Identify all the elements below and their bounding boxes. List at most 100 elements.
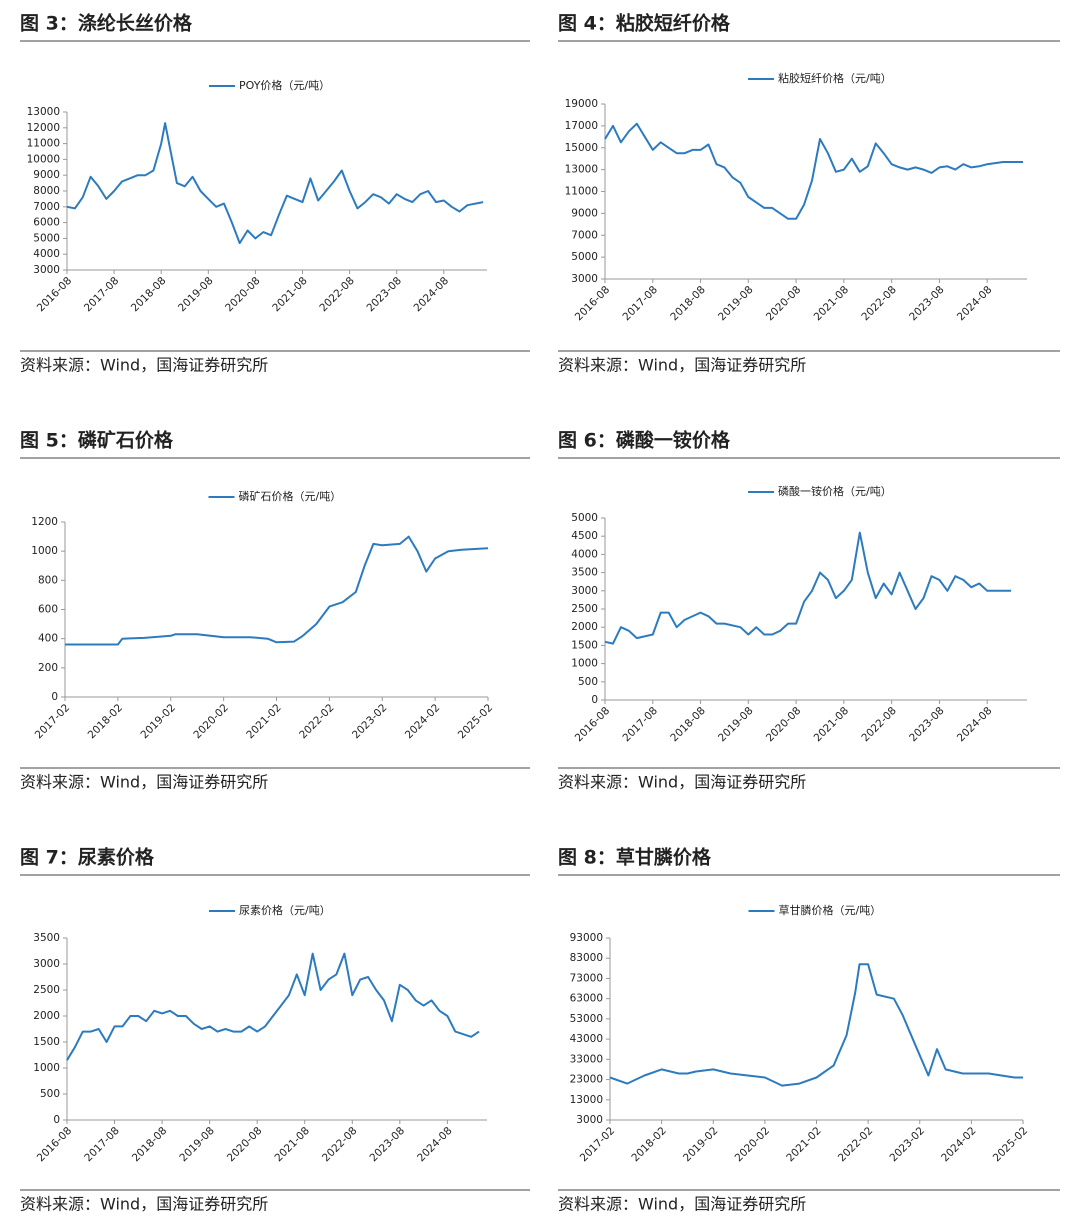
x-tick-label: 2020-08 [764, 705, 804, 745]
x-tick-label: 2017-08 [82, 275, 122, 315]
figure-title: 图 7：尿素价格 [20, 846, 155, 869]
y-tick-label: 7000 [571, 229, 598, 241]
x-tick-label: 2021-08 [270, 275, 310, 315]
y-tick-label: 4000 [33, 248, 60, 260]
legend-label: 尿素价格（元/吨） [239, 903, 331, 917]
x-tick-label: 2021-02 [244, 702, 284, 742]
x-tick-label: 2017-02 [578, 1125, 618, 1165]
source-note: 资料来源：Wind，国海证券研究所 [558, 773, 806, 792]
series-line [609, 963, 1023, 1087]
y-tick-label: 2000 [571, 621, 598, 633]
x-tick-label: 2022-02 [836, 1125, 876, 1165]
y-tick-label: 0 [591, 694, 598, 706]
x-tick-label: 2017-08 [621, 284, 661, 324]
y-tick-label: 93000 [570, 932, 603, 944]
y-tick-label: 500 [578, 676, 598, 688]
y-tick-label: 10000 [27, 153, 60, 165]
source-note: 资料来源：Wind，国海证券研究所 [20, 773, 268, 792]
x-tick-label: 2017-08 [621, 705, 661, 745]
x-tick-label: 2021-08 [812, 705, 852, 745]
y-tick-label: 1500 [33, 1036, 60, 1048]
x-tick-label: 2021-08 [812, 284, 852, 324]
y-tick-label: 1500 [571, 639, 598, 651]
y-tick-label: 63000 [570, 993, 603, 1005]
y-tick-label: 1000 [33, 1062, 60, 1074]
figure-title: 图 6：磷酸一铵价格 [558, 429, 731, 452]
y-tick-label: 3000 [576, 1114, 603, 1126]
x-tick-label: 2016-08 [573, 705, 613, 745]
y-tick-label: 0 [51, 691, 58, 703]
x-tick-label: 2025-02 [456, 702, 496, 742]
y-tick-label: 9000 [33, 169, 60, 181]
y-tick-label: 7000 [33, 201, 60, 213]
x-tick-label: 2018-02 [629, 1125, 669, 1165]
x-tick-label: 2024-08 [955, 284, 995, 324]
y-tick-label: 2500 [571, 603, 598, 615]
x-tick-label: 2019-08 [177, 1125, 217, 1165]
y-tick-label: 19000 [565, 98, 598, 110]
y-tick-label: 5000 [571, 251, 598, 263]
y-tick-label: 8000 [33, 185, 60, 197]
x-tick-label: 2019-08 [716, 284, 756, 324]
legend-label: POY价格（元/吨） [239, 78, 330, 92]
y-tick-label: 3500 [571, 567, 598, 579]
y-tick-label: 600 [38, 604, 58, 616]
y-tick-label: 83000 [570, 952, 603, 964]
x-tick-label: 2023-08 [364, 275, 404, 315]
y-tick-label: 11000 [27, 138, 60, 150]
y-tick-label: 11000 [565, 186, 598, 198]
y-tick-label: 6000 [33, 217, 60, 229]
y-tick-label: 9000 [571, 207, 598, 219]
series-line [604, 531, 1012, 645]
y-tick-label: 800 [38, 574, 58, 586]
x-tick-label: 2022-08 [317, 275, 357, 315]
y-tick-label: 1000 [31, 545, 58, 557]
figure-title: 图 5：磷矿石价格 [20, 429, 174, 452]
x-tick-label: 2019-08 [176, 275, 216, 315]
source-note: 资料来源：Wind，国海证券研究所 [20, 356, 268, 375]
y-tick-label: 73000 [570, 972, 603, 984]
source-note: 资料来源：Wind，国海证券研究所 [558, 1195, 806, 1214]
y-tick-label: 2000 [33, 1010, 60, 1022]
x-tick-label: 2018-08 [129, 275, 169, 315]
x-tick-label: 2022-02 [297, 702, 337, 742]
y-tick-label: 2500 [33, 984, 60, 996]
y-tick-label: 23000 [570, 1074, 603, 1086]
series-line [66, 952, 480, 1061]
source-note: 资料来源：Wind，国海证券研究所 [20, 1195, 268, 1214]
y-tick-label: 1000 [571, 658, 598, 670]
x-tick-label: 2022-08 [859, 284, 899, 324]
x-tick-label: 2023-02 [350, 702, 390, 742]
x-tick-label: 2018-02 [86, 702, 126, 742]
y-tick-label: 0 [53, 1114, 60, 1126]
x-tick-label: 2024-02 [939, 1125, 979, 1165]
y-tick-label: 13000 [27, 106, 60, 118]
x-tick-label: 2016-08 [35, 1125, 75, 1165]
y-tick-label: 13000 [570, 1094, 603, 1106]
x-tick-label: 2016-08 [35, 275, 75, 315]
x-tick-label: 2020-02 [191, 702, 231, 742]
series-line [604, 122, 1023, 220]
legend-label: 草甘膦价格（元/吨） [779, 903, 882, 917]
y-tick-label: 17000 [565, 120, 598, 132]
y-tick-label: 3000 [571, 273, 598, 285]
figure-title: 图 4：粘胶短纤价格 [558, 12, 731, 35]
x-tick-label: 2024-08 [412, 275, 452, 315]
x-tick-label: 2021-02 [784, 1125, 824, 1165]
x-tick-label: 2021-08 [272, 1125, 312, 1165]
y-tick-label: 3000 [33, 958, 60, 970]
x-tick-label: 2023-08 [368, 1125, 408, 1165]
x-tick-label: 2024-08 [415, 1125, 455, 1165]
legend-label: 粘胶短纤价格（元/吨） [778, 71, 892, 85]
series-line [65, 535, 489, 646]
x-tick-label: 2023-08 [907, 284, 947, 324]
y-tick-label: 5000 [571, 512, 598, 524]
y-tick-label: 1200 [31, 516, 58, 528]
y-tick-label: 4000 [571, 548, 598, 560]
y-tick-label: 53000 [570, 1013, 603, 1025]
x-tick-label: 2019-08 [716, 705, 756, 745]
y-tick-label: 3000 [33, 264, 60, 276]
x-tick-label: 2023-02 [887, 1125, 927, 1165]
x-tick-label: 2020-08 [764, 284, 804, 324]
